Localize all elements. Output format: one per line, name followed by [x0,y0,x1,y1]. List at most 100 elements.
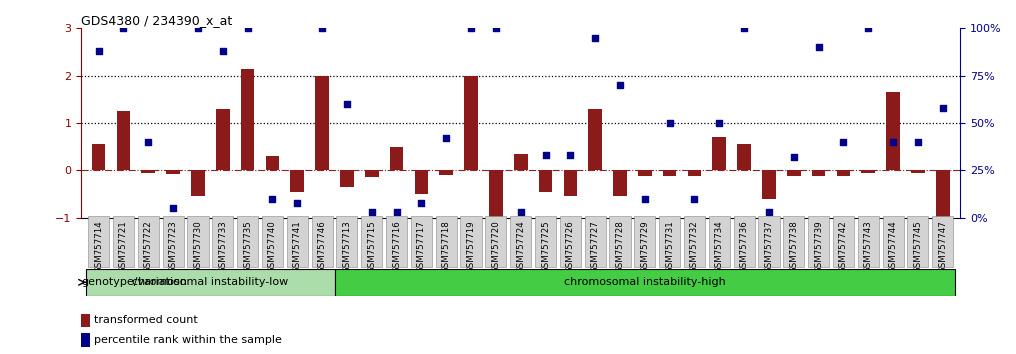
Point [687,196,703,202]
Bar [862,170,875,173]
Bar [415,170,428,194]
FancyBboxPatch shape [486,216,506,267]
Text: GSM757744: GSM757744 [889,220,897,273]
Text: percentile rank within the sample: percentile rank within the sample [94,335,282,345]
Text: GSM757731: GSM757731 [665,220,675,273]
FancyBboxPatch shape [460,216,482,267]
FancyBboxPatch shape [237,216,258,267]
FancyBboxPatch shape [584,216,606,267]
Bar [117,111,130,170]
Point [562,152,578,158]
Point [537,152,554,158]
Text: GSM757747: GSM757747 [938,220,947,273]
Point [909,139,926,145]
Point [861,25,877,31]
Bar [638,170,651,176]
Bar [464,76,478,170]
Bar [340,170,354,187]
Point [290,200,306,205]
Bar [787,170,801,176]
Text: GSM757716: GSM757716 [392,220,401,273]
Bar [886,92,900,170]
FancyBboxPatch shape [163,216,184,267]
FancyBboxPatch shape [783,216,805,267]
FancyBboxPatch shape [212,216,234,267]
FancyBboxPatch shape [858,216,879,267]
Point [761,209,777,215]
Text: GSM757714: GSM757714 [94,220,104,273]
FancyBboxPatch shape [510,216,531,267]
FancyBboxPatch shape [709,216,729,267]
Bar [365,170,379,177]
FancyBboxPatch shape [933,216,953,267]
Text: GSM757721: GSM757721 [119,220,128,273]
Text: GSM757733: GSM757733 [218,220,228,273]
Bar [614,170,627,196]
Text: GSM757741: GSM757741 [293,220,302,273]
Text: GSM757736: GSM757736 [740,220,749,273]
Point [190,25,206,31]
Point [116,25,132,31]
Point [264,196,280,202]
FancyBboxPatch shape [560,216,581,267]
Bar [712,137,726,170]
Point [661,120,678,126]
Text: GSM757720: GSM757720 [492,220,500,273]
FancyBboxPatch shape [659,216,680,267]
Point [612,82,628,88]
FancyBboxPatch shape [808,216,829,267]
Point [140,139,156,145]
Point [637,196,653,202]
Point [165,205,181,211]
Point [488,25,504,31]
Point [935,105,951,111]
FancyBboxPatch shape [138,216,158,267]
Point [438,135,454,141]
Text: GSM757722: GSM757722 [144,220,152,273]
Text: GSM757745: GSM757745 [913,220,923,273]
Text: GSM757726: GSM757726 [566,220,575,273]
Point [736,25,752,31]
FancyBboxPatch shape [386,216,407,267]
Text: GSM757729: GSM757729 [640,220,649,273]
Point [835,139,851,145]
Text: GSM757743: GSM757743 [864,220,873,273]
Point [388,209,404,215]
Bar [216,109,230,170]
FancyBboxPatch shape [187,216,208,267]
Point [885,139,901,145]
Point [314,25,330,31]
Bar [564,170,577,196]
Text: GDS4380 / 234390_x_at: GDS4380 / 234390_x_at [81,14,233,27]
Bar [588,109,602,170]
FancyBboxPatch shape [362,216,382,267]
Point [338,101,355,107]
Point [785,154,802,160]
FancyBboxPatch shape [907,216,929,267]
Text: GSM757727: GSM757727 [590,220,599,273]
Point [811,45,827,50]
Bar [265,156,279,170]
Text: GSM757734: GSM757734 [715,220,723,273]
Point [240,25,256,31]
Bar [91,144,106,170]
Text: GSM757730: GSM757730 [193,220,202,273]
Text: GSM757738: GSM757738 [789,220,799,273]
FancyBboxPatch shape [410,216,432,267]
Bar [81,333,90,347]
Point [364,209,380,215]
Text: GSM757737: GSM757737 [764,220,773,273]
Text: GSM757742: GSM757742 [839,220,848,273]
Text: GSM757715: GSM757715 [367,220,376,273]
FancyBboxPatch shape [634,216,655,267]
Point [414,200,430,205]
Text: transformed count: transformed count [94,315,198,325]
FancyBboxPatch shape [734,216,755,267]
FancyBboxPatch shape [436,216,457,267]
FancyBboxPatch shape [883,216,903,267]
FancyBboxPatch shape [684,216,705,267]
FancyBboxPatch shape [610,216,631,267]
Bar [812,170,825,176]
Point [214,48,231,54]
Text: chromosomal instability-high: chromosomal instability-high [564,277,725,287]
